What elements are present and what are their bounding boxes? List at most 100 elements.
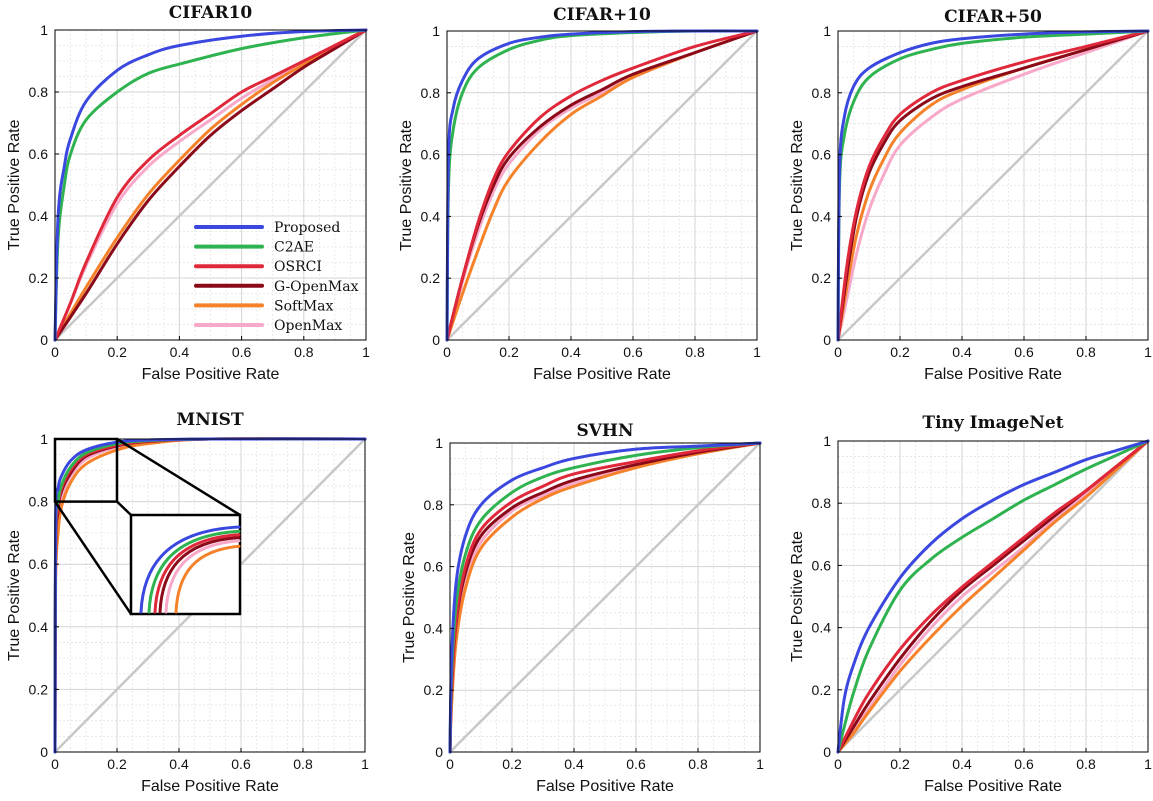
chart-title: CIFAR+50 xyxy=(944,7,1042,27)
y-tick-label: 0.4 xyxy=(29,208,49,224)
legend-entry: Proposed xyxy=(274,220,340,236)
y-axis-label: True Positive Rate xyxy=(401,532,418,663)
x-tick-label: 0.8 xyxy=(685,344,705,360)
y-axis-label: True Positive Rate xyxy=(398,120,415,251)
x-tick-label: 0 xyxy=(834,756,842,772)
zoom-connector xyxy=(53,500,133,615)
x-tick-label: 0.2 xyxy=(890,344,910,360)
y-tick-label: 1 xyxy=(40,22,48,38)
legend-entry: SoftMax xyxy=(274,298,334,314)
y-tick-label: 1 xyxy=(823,23,831,39)
x-tick-label: 0.4 xyxy=(170,344,190,360)
axes-box xyxy=(837,30,1149,341)
x-tick-label: 0.4 xyxy=(561,344,581,360)
y-tick-label: 0.2 xyxy=(424,682,444,698)
series-line-c2ae xyxy=(53,28,368,342)
y-tick-label: 0.8 xyxy=(424,497,444,513)
x-tick-label: 0.6 xyxy=(1014,344,1034,360)
inset-series-line-softmax xyxy=(174,544,241,614)
y-tick-label: 0.4 xyxy=(812,620,832,636)
series-line-osrci xyxy=(445,29,759,342)
y-tick-label: 1 xyxy=(435,435,443,451)
zoom-connector xyxy=(116,500,132,516)
x-tick-label: 0.4 xyxy=(952,756,972,772)
legend-entry: OSRCI xyxy=(274,259,322,275)
y-tick-label: 0 xyxy=(823,332,831,348)
chance-diagonal xyxy=(837,30,1149,341)
x-tick-label: 0.2 xyxy=(890,756,910,772)
chance-diagonal xyxy=(446,30,758,341)
y-axis-label: True Positive Rate xyxy=(6,530,23,661)
x-tick-label: 0 xyxy=(443,344,451,360)
x-tick-label: 0.6 xyxy=(1014,756,1034,772)
y-tick-label: 1 xyxy=(432,23,440,39)
y-tick-label: 0.8 xyxy=(812,495,832,511)
x-tick-label: 1 xyxy=(361,756,369,772)
axes-box xyxy=(837,440,1149,753)
y-tick-label: 0.6 xyxy=(424,559,444,575)
y-tick-label: 0 xyxy=(40,332,48,348)
y-tick-label: 0.2 xyxy=(812,682,832,698)
x-tick-label: 0 xyxy=(51,756,59,772)
inset-series-line-openmax xyxy=(164,539,241,614)
chance-diagonal xyxy=(54,29,367,341)
x-axis-label: False Positive Rate xyxy=(533,366,671,383)
y-tick-label: 0.6 xyxy=(29,146,49,162)
legend-entry: C2AE xyxy=(274,240,314,256)
y-tick-label: 0.4 xyxy=(424,620,444,636)
y-tick-label: 0.6 xyxy=(812,147,832,163)
y-tick-label: 0.4 xyxy=(421,208,441,224)
chance-diagonal xyxy=(837,440,1149,753)
chart-title: MNIST xyxy=(176,410,244,430)
axes-box xyxy=(449,442,761,753)
axes-box xyxy=(54,29,367,341)
y-axis-label: True Positive Rate xyxy=(789,531,806,662)
x-tick-label: 1 xyxy=(1144,344,1152,360)
x-tick-label: 0.6 xyxy=(231,756,251,772)
y-tick-label: 0.8 xyxy=(812,85,832,101)
x-tick-label: 0.2 xyxy=(107,344,127,360)
x-tick-label: 0 xyxy=(51,344,59,360)
series-line-softmax xyxy=(53,28,368,342)
x-tick-label: 0.4 xyxy=(952,344,972,360)
x-tick-label: 1 xyxy=(753,344,761,360)
x-tick-label: 0.2 xyxy=(107,756,127,772)
panel-mnist: 00 0.2 0.2 0.4 0.4 0.6 0.6 0.8 0.8 1 1 MNIST False P… xyxy=(6,410,369,795)
y-tick-label: 0.8 xyxy=(421,85,441,101)
x-tick-label: 0 xyxy=(834,344,842,360)
y-tick-label: 0.4 xyxy=(29,619,49,635)
chart-title: CIFAR10 xyxy=(169,3,253,23)
x-tick-label: 0.8 xyxy=(1076,344,1096,360)
x-tick-label: 0.4 xyxy=(169,756,189,772)
series-line-openmax xyxy=(836,29,1150,342)
series-line-softmax xyxy=(836,439,1150,754)
y-tick-label: 0 xyxy=(823,744,831,760)
x-axis-label: False Positive Rate xyxy=(536,778,674,795)
panel-svhn: 00 0.2 0.2 0.4 0.4 0.6 0.6 0.8 0.8 1 1 SVHN False Po… xyxy=(401,421,764,795)
x-axis-label: False Positive Rate xyxy=(924,778,1062,795)
series-line-c2ae xyxy=(836,439,1150,754)
chart-title: SVHN xyxy=(576,421,633,441)
y-tick-label: 1 xyxy=(40,431,48,447)
y-tick-label: 0.2 xyxy=(29,270,49,286)
y-tick-label: 1 xyxy=(823,433,831,449)
panel-cifar10: 00 0.2 0.2 0.4 0.4 0.6 0.6 0.8 0.8 1 1 CIFAR10 False… xyxy=(6,3,370,383)
x-tick-label: 0.8 xyxy=(688,756,708,772)
x-tick-label: 0.6 xyxy=(623,344,643,360)
x-tick-label: 0.6 xyxy=(626,756,646,772)
x-axis-label: False Positive Rate xyxy=(142,366,280,383)
y-tick-label: 0.8 xyxy=(29,84,49,100)
y-axis-label: True Positive Rate xyxy=(6,119,23,250)
series-line-osrci xyxy=(53,28,368,342)
y-tick-label: 0.8 xyxy=(29,494,49,510)
legend: Proposed C2AE OSRCI G-OpenMax SoftMax OpenMax xyxy=(194,220,359,334)
series-line-proposed xyxy=(836,439,1150,754)
y-tick-label: 0.6 xyxy=(421,147,441,163)
y-tick-label: 0 xyxy=(432,332,440,348)
axes-box xyxy=(54,438,366,753)
legend-entry: OpenMax xyxy=(274,318,342,334)
panel-tiny-imagenet: 00 0.2 0.2 0.4 0.4 0.6 0.6 0.8 0.8 1 1 Tiny ImageNe… xyxy=(789,413,1152,795)
zoom-connector xyxy=(116,437,241,517)
x-tick-label: 1 xyxy=(1144,756,1152,772)
